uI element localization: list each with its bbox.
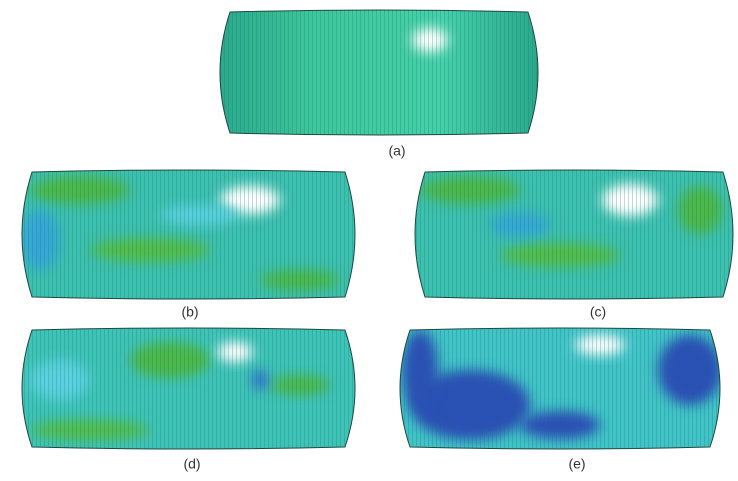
panel-label: (e): [568, 456, 585, 472]
mesh-shape: [415, 170, 733, 299]
figure: (a) (b) (c) (d) (e): [0, 0, 738, 481]
mesh-lines: [415, 170, 733, 299]
panel-label: (d): [183, 456, 200, 472]
mesh-lines: [400, 328, 720, 449]
mesh-shape: [400, 328, 722, 449]
mesh-lines: [22, 328, 355, 449]
mesh-shape: [20, 170, 355, 299]
panel-label: (b): [181, 304, 198, 320]
mesh-lines: [220, 10, 538, 135]
panel-label: (c): [590, 304, 606, 320]
mesh-shape: [220, 10, 538, 135]
panel-label: (a): [388, 143, 405, 159]
mesh-shape: [22, 328, 355, 449]
mesh-lines: [22, 170, 355, 299]
